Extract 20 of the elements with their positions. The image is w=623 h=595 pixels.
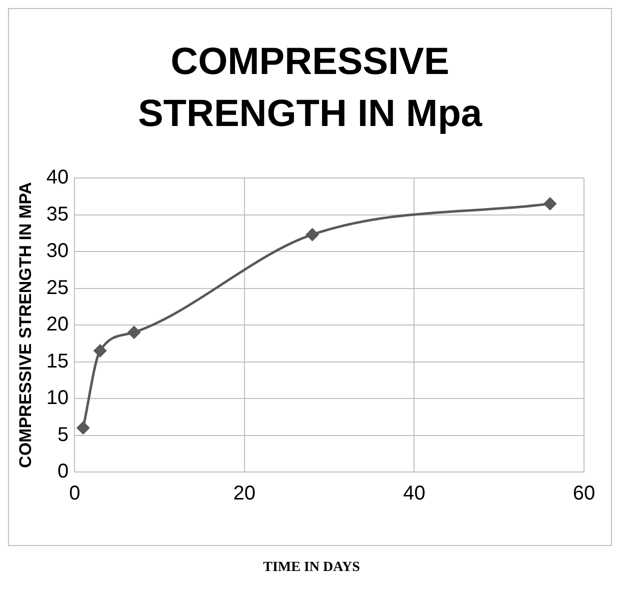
y-tick-label: 0 [58, 460, 69, 483]
point [94, 344, 106, 357]
y-tick-label: 35 [46, 203, 69, 226]
point [128, 326, 140, 339]
x-tick-label: 60 [572, 482, 596, 505]
x-axis-title: TIME IN DAYS [262, 560, 361, 576]
y-tick-label: 5 [58, 424, 69, 446]
point [306, 228, 319, 241]
chart-title: COMPRESSIVE STRENGTH IN Mpa [136, 40, 484, 137]
y-tick-label: 20 [46, 314, 69, 336]
y-tick-label: 10 [46, 387, 69, 410]
point [76, 422, 90, 434]
y-tick-label: 25 [46, 276, 69, 299]
x-tick-label: 20 [233, 482, 256, 505]
y-axis-title: COMPRESSIVE STRENGTH IN MPA [16, 182, 35, 468]
x-tick-label: 40 [403, 482, 426, 505]
y-tick-label: 40 [46, 166, 69, 189]
point [544, 197, 556, 210]
y-tick-label: 30 [46, 240, 69, 262]
y-tick-label: 15 [46, 350, 69, 372]
